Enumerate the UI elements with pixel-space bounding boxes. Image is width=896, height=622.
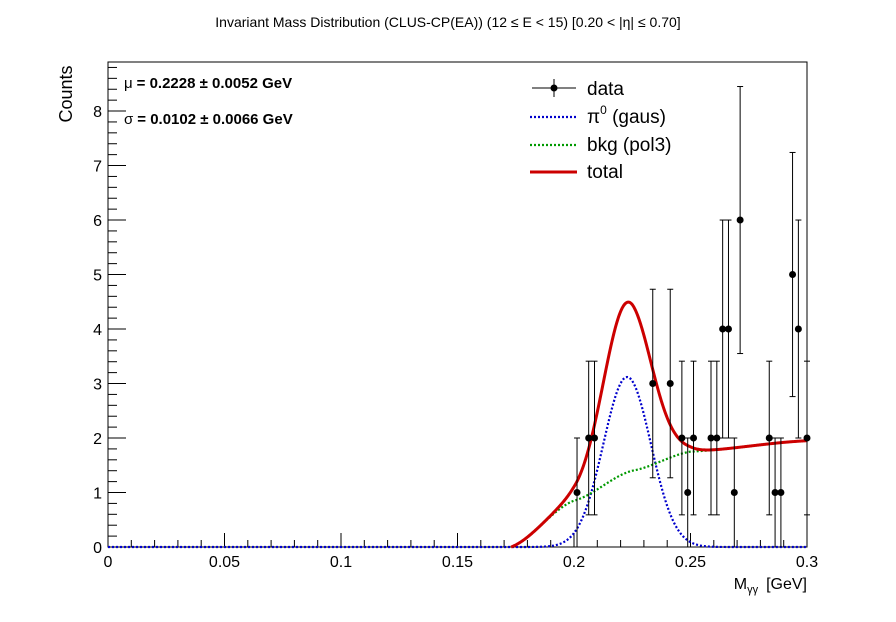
bkg-curve (510, 439, 808, 549)
x-axis-label-main: M (734, 576, 747, 593)
data-point (736, 216, 744, 224)
x-tick-label: 0.1 (330, 554, 352, 571)
mu-annotation: μ = 0.2228 ± 0.0052 GeV (124, 75, 292, 92)
data-point (573, 489, 581, 497)
data-point (707, 434, 715, 442)
data-point (666, 380, 674, 388)
y-tick-label: 8 (93, 104, 102, 121)
data-point (730, 489, 738, 497)
sigma-symbol: σ (124, 111, 134, 128)
plot-frame (107, 61, 808, 548)
sigma-value: = 0.0102 ± 0.0066 GeV (137, 111, 292, 128)
legend-gaus-pi: π (587, 107, 600, 128)
x-axis-label-unit: [GeV] (766, 576, 807, 593)
y-tick-label: 1 (93, 486, 102, 503)
x-tick-label: 0.25 (675, 554, 706, 571)
fit-curves (108, 300, 808, 549)
y-tick-label: 7 (93, 159, 102, 176)
y-tick-label: 3 (93, 377, 102, 394)
y-tick-label: 0 (93, 540, 102, 557)
chart-title: Invariant Mass Distribution (CLUS-CP(EA)… (215, 14, 680, 30)
y-tick-label: 6 (93, 213, 102, 230)
legend-data-marker (550, 84, 558, 92)
x-axis: 0 0.05 0.1 0.15 0.2 0.25 0.3 (104, 533, 818, 571)
sigma-annotation: σ = 0.0102 ± 0.0066 GeV (124, 111, 293, 128)
y-tick-label: 2 (93, 431, 102, 448)
data-point (719, 325, 727, 333)
data-point (649, 380, 657, 388)
legend-bkg-label: bkg (pol3) (587, 135, 672, 156)
legend-total-label: total (587, 162, 623, 183)
x-tick-label: 0.3 (796, 554, 818, 571)
data-points (573, 86, 811, 547)
legend: data π0 (gaus) bkg (pol3) total (530, 79, 672, 183)
data-point (678, 434, 686, 442)
legend-gaus-label: π0 (gaus) (587, 103, 666, 128)
x-axis-label: Mγγ [GeV] (734, 576, 807, 596)
data-point (771, 489, 779, 497)
mu-symbol: μ (124, 75, 133, 92)
x-axis-label-sub: γγ (747, 584, 759, 596)
x-tick-label: 0.2 (563, 554, 585, 571)
y-tick-label: 4 (93, 322, 102, 339)
gaus-curve (108, 375, 807, 549)
legend-gaus-sup: 0 (600, 103, 607, 117)
data-point (684, 489, 692, 497)
legend-data-label: data (587, 79, 624, 100)
data-point (713, 434, 721, 442)
x-tick-label: 0 (104, 554, 113, 571)
data-point (690, 434, 698, 442)
data-point (803, 434, 811, 442)
data-point (794, 325, 802, 333)
data-point (591, 434, 599, 442)
total-curve (510, 300, 808, 549)
data-point (777, 489, 785, 497)
mu-value: = 0.2228 ± 0.0052 GeV (137, 75, 292, 92)
data-point (765, 434, 773, 442)
legend-gaus-rest: (gaus) (607, 107, 666, 128)
y-tick-label: 5 (93, 268, 102, 285)
x-tick-label: 0.05 (209, 554, 240, 571)
data-point (724, 325, 732, 333)
data-point (789, 271, 797, 279)
y-axis-label: Counts (56, 65, 76, 122)
x-tick-label: 0.15 (442, 554, 473, 571)
data-point (585, 434, 593, 442)
y-axis: 0 1 2 3 4 5 6 7 8 (93, 66, 126, 557)
